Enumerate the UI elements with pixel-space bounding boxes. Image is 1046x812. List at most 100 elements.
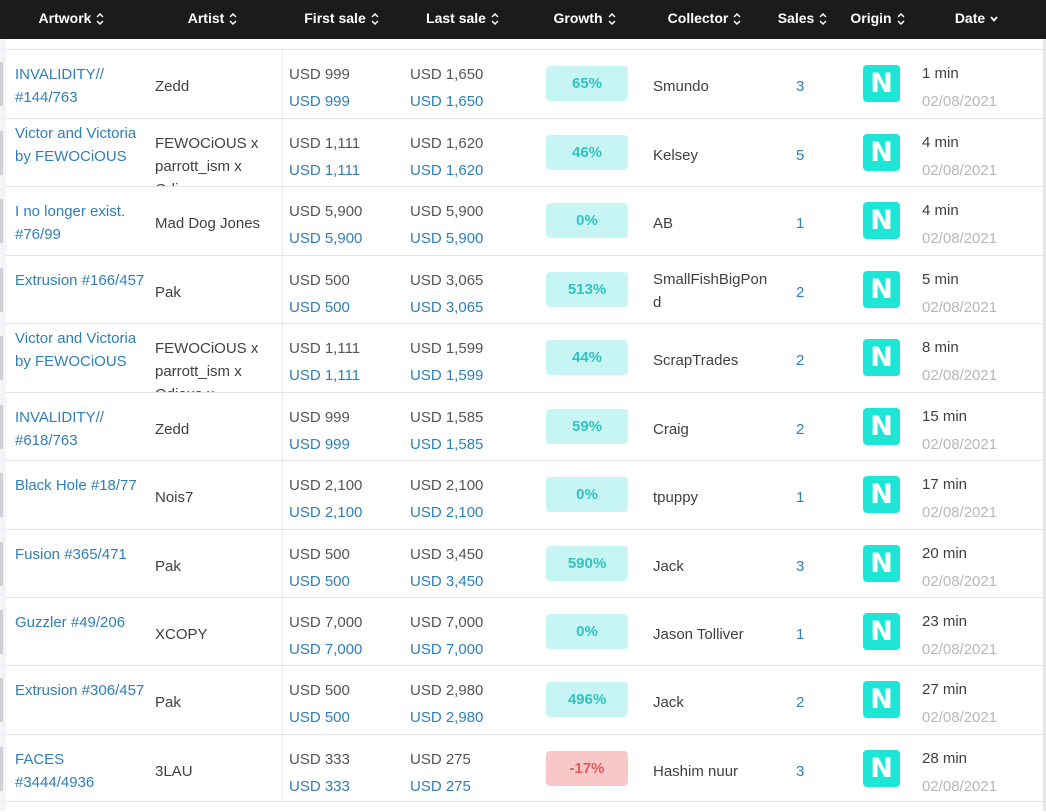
origin-nifty-icon[interactable]: N (863, 339, 900, 376)
artist-name: XCOPY (155, 626, 208, 643)
last-sale-value: USD 1,599 (410, 340, 484, 357)
first-sale-link[interactable]: USD 999 (289, 436, 350, 453)
first-sale-link[interactable]: USD 2,100 (289, 504, 363, 521)
sale-date: 02/08/2021 (922, 162, 998, 179)
first-sale-link[interactable]: USD 1,111 (289, 367, 361, 384)
last-sale-link[interactable]: USD 1,599 (410, 367, 484, 384)
collector-name: ScrapTrades (653, 352, 739, 369)
origin-nifty-icon[interactable]: N (863, 271, 900, 308)
artwork-link[interactable]: FACES #3444/4936 (15, 751, 95, 791)
column-header-artwork[interactable]: Artwork (39, 0, 106, 39)
column-header-growth[interactable]: Growth (554, 0, 617, 39)
origin-nifty-icon[interactable]: N (863, 545, 900, 582)
sale-date: 02/08/2021 (922, 93, 998, 110)
artwork-link[interactable]: Guzzler #49/206 (15, 614, 126, 631)
sale-date: 02/08/2021 (922, 641, 998, 658)
first-sale-link[interactable]: USD 333 (289, 778, 350, 795)
last-sale-link[interactable]: USD 1,620 (410, 162, 484, 179)
last-sale-value: USD 275 (410, 751, 471, 768)
column-divider (282, 187, 283, 255)
last-sale-link[interactable]: USD 1,585 (410, 436, 484, 453)
row-thumbnail-edge (0, 131, 3, 175)
artwork-link[interactable]: Black Hole #18/77 (15, 477, 137, 494)
sort-icon (95, 12, 105, 26)
sale-date: 02/08/2021 (922, 573, 998, 590)
artwork-link[interactable]: Victor and Victoria by FEWOCiOUS (15, 125, 137, 165)
last-sale-link[interactable]: USD 275 (410, 778, 471, 795)
first-sale-value: USD 1,111 (289, 135, 361, 152)
column-header-label: Artist (187, 10, 225, 26)
artist-name: Pak (155, 284, 181, 301)
artwork-link[interactable]: INVALIDITY// #618/763 (15, 409, 104, 449)
sales-count-link[interactable]: 2 (796, 352, 805, 369)
origin-nifty-icon[interactable]: N (863, 134, 900, 171)
relative-time: 4 min (922, 134, 959, 151)
column-divider (282, 598, 283, 666)
column-header-last-sale[interactable]: Last sale (426, 0, 500, 39)
first-sale-link[interactable]: USD 999 (289, 93, 350, 110)
first-sale-link[interactable]: USD 7,000 (289, 641, 363, 658)
artwork-link[interactable] (15, 799, 55, 807)
column-header-sales[interactable]: Sales (778, 0, 829, 39)
last-sale-link[interactable]: USD 3,450 (410, 573, 484, 590)
relative-time: 15 min (922, 408, 968, 425)
growth-badge: 0% (546, 614, 628, 649)
collector-name: SmallFishBigPond (653, 271, 768, 311)
column-header-origin[interactable]: Origin (850, 0, 905, 39)
first-sale-link[interactable]: USD 500 (289, 709, 350, 726)
artwork-link[interactable]: Fusion #365/471 (15, 546, 127, 563)
sales-count-link[interactable]: 5 (796, 147, 805, 164)
origin-nifty-icon[interactable]: N (863, 750, 900, 787)
sales-count-link[interactable]: 1 (796, 626, 805, 643)
artwork-link[interactable]: INVALIDITY// #144/763 (15, 66, 104, 106)
artwork-link[interactable]: Extrusion #166/457 (15, 272, 145, 289)
row-thumbnail-edge (0, 610, 3, 654)
origin-nifty-icon[interactable]: N (863, 681, 900, 718)
artwork-link[interactable]: Extrusion #306/457 (15, 682, 145, 699)
growth-badge: 513% (546, 272, 628, 307)
column-header-artist[interactable]: Artist (188, 0, 239, 39)
collector-name: AB (653, 215, 674, 232)
relative-time: 1 min (922, 65, 959, 82)
column-header-collector[interactable]: Collector (668, 0, 743, 39)
first-sale-value: USD 500 (289, 272, 350, 289)
origin-nifty-icon[interactable]: N (863, 408, 900, 445)
origin-nifty-icon[interactable]: N (863, 65, 900, 102)
first-sale-link[interactable]: USD 5,900 (289, 230, 363, 247)
first-sale-link[interactable]: USD 500 (289, 573, 350, 590)
row-thumbnail-edge (0, 542, 3, 586)
first-sale-value: USD 333 (289, 751, 350, 768)
origin-nifty-icon[interactable]: N (863, 202, 900, 239)
last-sale-link[interactable]: USD 2,980 (410, 709, 484, 726)
last-sale-link[interactable]: USD 2,100 (410, 504, 484, 521)
sort-icon (818, 12, 828, 26)
column-header-first-sale[interactable]: First sale (304, 0, 379, 39)
relative-time: 23 min (922, 613, 968, 630)
sales-count-link[interactable]: 3 (796, 763, 805, 780)
last-sale-link[interactable]: USD 7,000 (410, 641, 484, 658)
last-sale-link[interactable]: USD 3,065 (410, 299, 484, 316)
sales-count-link[interactable]: 3 (796, 78, 805, 95)
artwork-link[interactable]: I no longer exist. #76/99 (15, 203, 126, 243)
sales-count-link[interactable]: 1 (796, 489, 805, 506)
table-row: INVALIDITY// #618/763 Zedd USD 999 USD 999 U… (0, 392, 1043, 461)
sales-count-link[interactable]: 2 (796, 284, 805, 301)
column-header-date[interactable]: Date (955, 0, 999, 39)
origin-nifty-icon[interactable]: N (863, 613, 900, 650)
origin-nifty-icon[interactable]: N (863, 476, 900, 513)
collector-name: Kelsey (653, 147, 699, 164)
first-sale-link[interactable]: USD 1,111 (289, 162, 361, 179)
sort-icon (490, 12, 500, 26)
column-header-label: First sale (304, 10, 366, 26)
sales-count-link[interactable]: 3 (796, 558, 805, 575)
sales-count-link[interactable]: 2 (796, 421, 805, 438)
sales-count-link[interactable]: 2 (796, 694, 805, 711)
last-sale-link[interactable]: USD 5,900 (410, 230, 484, 247)
vertical-scrollbar[interactable] (1043, 39, 1046, 811)
artwork-link[interactable]: Victor and Victoria by FEWOCiOUS (15, 330, 137, 370)
sale-date: 02/08/2021 (922, 778, 998, 795)
last-sale-value: USD 2,100 (410, 477, 484, 494)
last-sale-link[interactable]: USD 1,650 (410, 93, 484, 110)
sales-count-link[interactable]: 1 (796, 215, 805, 232)
first-sale-link[interactable]: USD 500 (289, 299, 350, 316)
